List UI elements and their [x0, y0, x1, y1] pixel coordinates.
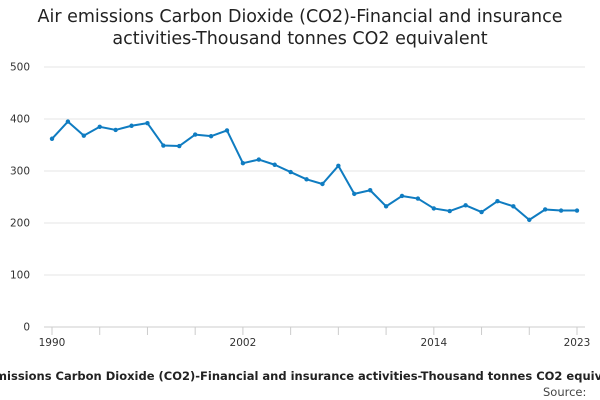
- data-point-2000: [208, 133, 214, 139]
- y-tick-label-500: 500: [10, 62, 30, 74]
- data-point-1999: [192, 132, 198, 137]
- y-tick-label-400: 400: [10, 114, 30, 126]
- data-point-2018: [495, 198, 500, 204]
- data-point-2017: [479, 209, 484, 215]
- y-tick-label-200: 200: [10, 218, 30, 230]
- source-label: Source:: [543, 385, 586, 399]
- data-point-1992: [81, 133, 87, 138]
- data-point-1990: [49, 136, 55, 141]
- series-layer: [49, 119, 580, 223]
- data-point-2019: [511, 204, 516, 209]
- data-point-1991: [65, 119, 71, 124]
- x-tick-label-2014: 2014: [420, 337, 447, 349]
- y-axis-ticks: 0 100 200 300 400 500: [10, 62, 30, 334]
- data-point-2014: [431, 206, 437, 211]
- data-point-2009: [352, 191, 357, 197]
- series-line-0: [51, 120, 578, 221]
- y-tick-label-300: 300: [10, 166, 30, 178]
- data-point-2011: [383, 204, 389, 209]
- data-point-2005: [288, 169, 293, 175]
- data-point-2021: [542, 207, 548, 212]
- chart-title-line-2: activities-Thousand tonnes CO2 equivalen…: [112, 29, 488, 49]
- y-tick-label-0: 0: [23, 322, 30, 334]
- data-point-2010: [367, 188, 373, 193]
- data-point-2016: [463, 203, 468, 208]
- x-axis: [44, 326, 585, 335]
- data-point-2003: [256, 157, 262, 162]
- data-point-2004: [272, 162, 277, 167]
- data-point-2006: [304, 177, 309, 182]
- data-point-2001: [224, 128, 230, 133]
- data-point-1998: [177, 143, 182, 149]
- data-point-2015: [447, 208, 452, 214]
- chart-title-line-1: Air emissions Carbon Dioxide (CO2)-Finan…: [37, 7, 563, 27]
- data-point-2002: [240, 161, 246, 166]
- data-point-1995: [129, 123, 134, 128]
- data-point-1993: [97, 124, 102, 129]
- data-point-2012: [399, 193, 405, 199]
- data-point-2007: [320, 181, 325, 187]
- data-point-1994: [113, 127, 118, 133]
- gridlines: [44, 66, 585, 276]
- data-point-1997: [161, 143, 166, 148]
- x-tick-label-2002: 2002: [230, 337, 257, 349]
- x-tick-label-1990: 1990: [39, 337, 66, 349]
- x-axis-ticks: 1990 2002 2014 2023: [39, 337, 591, 349]
- x-tick-label-2023: 2023: [564, 337, 591, 349]
- chart-title: Air emissions Carbon Dioxide (CO2)-Finan…: [0, 6, 600, 50]
- y-tick-label-100: 100: [10, 270, 30, 282]
- data-point-2008: [336, 163, 341, 168]
- data-point-2023: [574, 208, 580, 213]
- data-point-1996: [145, 120, 150, 126]
- data-point-2020: [527, 217, 532, 223]
- data-point-2013: [415, 196, 421, 201]
- legend-entry: Air emissions Carbon Dioxide (CO2)-Finan…: [0, 369, 600, 383]
- data-point-2022: [558, 208, 564, 213]
